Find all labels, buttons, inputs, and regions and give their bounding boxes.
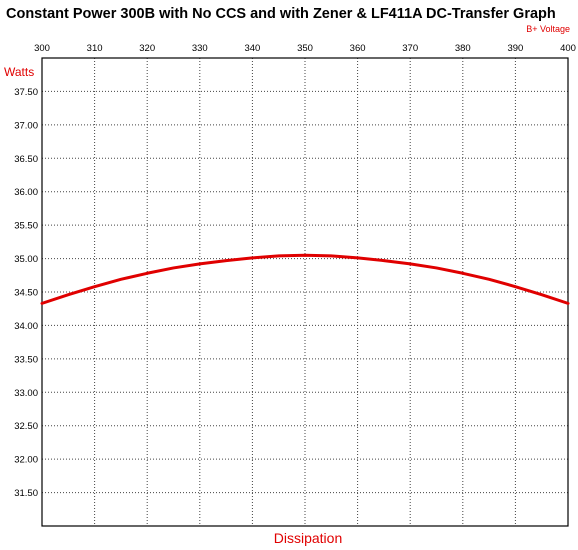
y-tick-label: 36.00: [14, 187, 38, 198]
y-tick-label: 36.50: [14, 154, 38, 165]
chart-title: Constant Power 300B with No CCS and with…: [6, 6, 556, 22]
x-tick-label: 390: [507, 43, 523, 54]
y-tick-label: 34.00: [14, 321, 38, 332]
x-tick-label: 380: [455, 43, 471, 54]
x-tick-label: 360: [350, 43, 366, 54]
x-tick-label: 350: [297, 43, 313, 54]
tick-labels: 300 310 320 330 340 350 360 370 380 390 400 37.50 37…: [14, 43, 576, 499]
y-axis-label: Watts: [4, 65, 34, 79]
y-tick-label: 35.50: [14, 221, 38, 232]
x-tick-label: 320: [139, 43, 155, 54]
y-tick-label: 37.00: [14, 120, 38, 131]
x-tick-label: 300: [34, 43, 50, 54]
series-layer: [40, 253, 570, 305]
y-tick-label: 32.00: [14, 455, 38, 466]
x-axis-title: B+ Voltage: [526, 24, 570, 34]
x-tick-label: 400: [560, 43, 576, 54]
y-tick-label: 31.50: [14, 488, 38, 499]
y-tick-label: 34.50: [14, 288, 38, 299]
x-tick-label: 370: [402, 43, 418, 54]
plot-frame: [41, 57, 569, 527]
y-tick-label: 35.00: [14, 254, 38, 265]
y-tick-label: 32.50: [14, 421, 38, 432]
y-tick-label: 37.50: [14, 87, 38, 98]
y-tick-label: 33.50: [14, 354, 38, 365]
x-axis-label: Dissipation: [274, 530, 342, 546]
x-tick-label: 330: [192, 43, 208, 54]
grid: [42, 58, 568, 526]
y-tick-label: 33.00: [14, 388, 38, 399]
x-tick-label: 310: [87, 43, 103, 54]
series-line: [40, 253, 570, 305]
x-tick-label: 340: [244, 43, 260, 54]
